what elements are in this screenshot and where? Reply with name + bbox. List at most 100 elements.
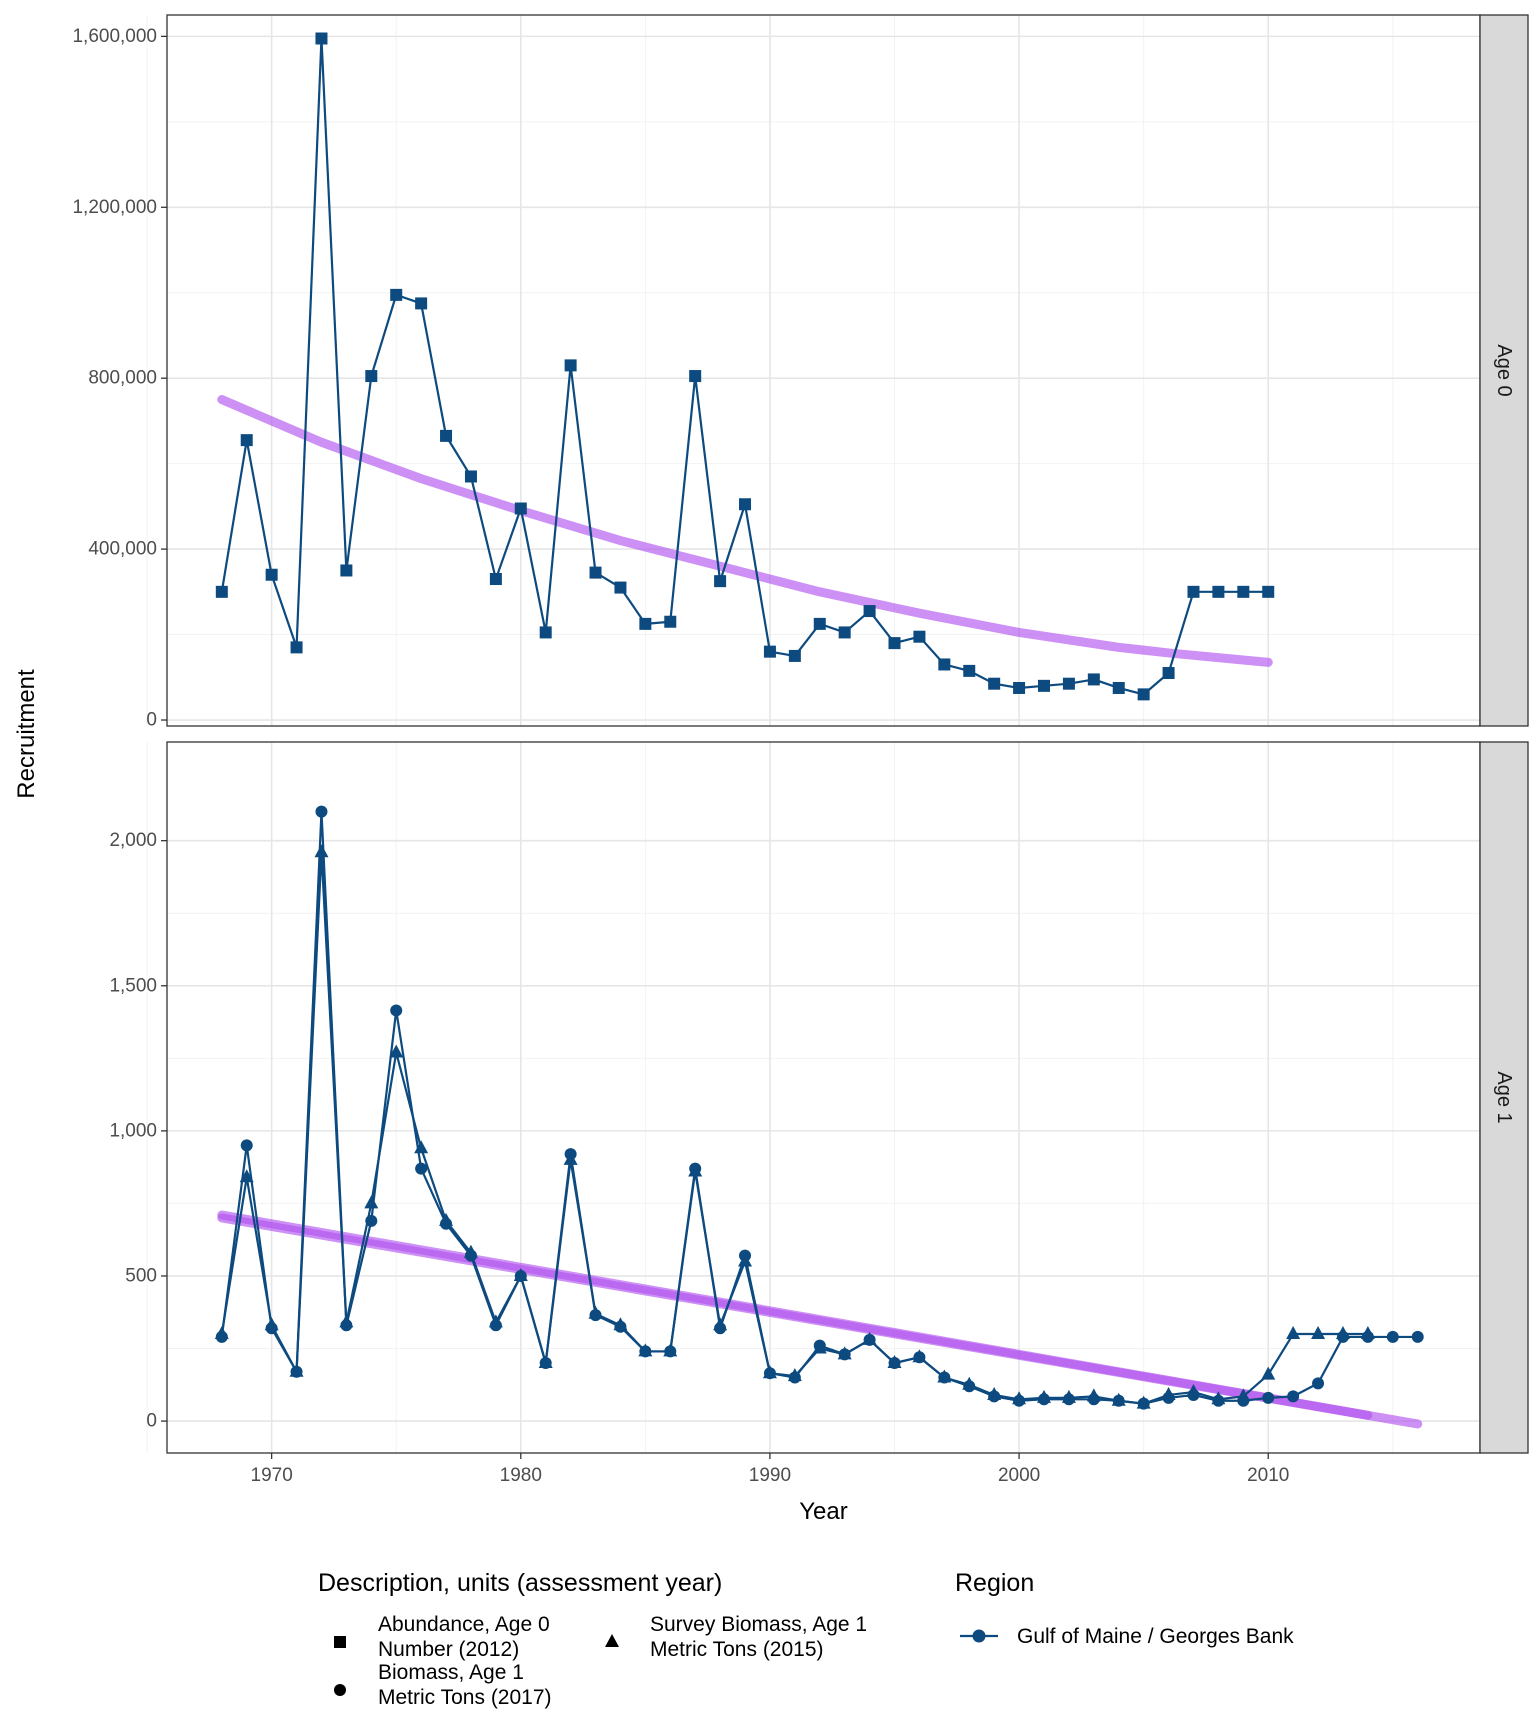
- data-point-square: [315, 32, 328, 45]
- data-point-circle: [1287, 1390, 1300, 1403]
- data-point-square: [390, 288, 403, 301]
- y-tick-label: 500: [125, 1265, 157, 1286]
- data-point-circle: [1262, 1391, 1275, 1404]
- data-point-square: [240, 434, 253, 447]
- data-point-square: [1062, 677, 1075, 690]
- data-point-triangle: [1036, 1389, 1051, 1403]
- legend-item-label-line2: Metric Tons (2017): [378, 1686, 552, 1709]
- data-point-square: [1187, 585, 1200, 598]
- data-point-square: [1262, 585, 1275, 598]
- legend-item-label-line1: Survey Biomass, Age 1: [650, 1613, 867, 1636]
- data-point-triangle: [638, 1343, 653, 1357]
- legend-item-label-line1: Biomass, Age 1: [378, 1661, 524, 1684]
- data-point-triangle: [688, 1163, 703, 1177]
- x-axis-title: Year: [799, 1498, 848, 1525]
- data-point-triangle: [862, 1331, 877, 1345]
- data-point-triangle: [1061, 1389, 1076, 1403]
- data-point-square: [813, 617, 826, 630]
- data-point-triangle: [1012, 1391, 1027, 1405]
- data-point-triangle: [1236, 1388, 1251, 1402]
- data-point-triangle: [414, 1140, 429, 1154]
- data-point-triangle: [1360, 1326, 1375, 1340]
- data-point-square: [913, 630, 926, 643]
- data-point-triangle: [563, 1151, 578, 1165]
- data-point-triangle: [1261, 1366, 1276, 1380]
- data-point-square: [963, 664, 976, 677]
- data-point-triangle: [1136, 1395, 1151, 1409]
- data-point-square: [415, 297, 428, 310]
- data-point-triangle: [463, 1244, 478, 1258]
- data-point-triangle: [962, 1376, 977, 1390]
- data-point-triangle: [439, 1212, 454, 1226]
- data-point-square: [639, 617, 652, 630]
- facet-strip: [1479, 14, 1529, 727]
- data-point-triangle: [214, 1326, 229, 1340]
- data-point-square: [838, 626, 851, 639]
- data-point-triangle: [937, 1369, 952, 1383]
- data-point-square: [739, 498, 752, 511]
- data-point-circle: [415, 1162, 428, 1175]
- data-point-square: [664, 615, 677, 628]
- data-point-square: [514, 502, 527, 515]
- data-point-triangle: [513, 1267, 528, 1281]
- legend-title-description: Description, units (assessment year): [318, 1569, 722, 1597]
- facet-strip-label: Age 1: [1493, 1071, 1515, 1123]
- data-point-triangle: [289, 1363, 304, 1377]
- data-point-square: [1013, 681, 1026, 694]
- facet-strip: [1479, 741, 1529, 1454]
- region-key-icon: [972, 1629, 986, 1643]
- y-tick-label: 800,000: [88, 368, 157, 389]
- y-tick-label: 1,600,000: [72, 26, 157, 47]
- panel-age-0: Age 0 0 400,000 800,000 1,200,000 1,600,000: [72, 14, 1529, 731]
- data-point-square: [1112, 681, 1125, 694]
- square-key-icon: [334, 1636, 346, 1648]
- data-point-triangle: [787, 1368, 802, 1382]
- data-point-square: [788, 649, 801, 662]
- y-tick-label: 2,000: [109, 830, 157, 851]
- data-point-triangle: [314, 844, 329, 858]
- data-point-square: [464, 470, 477, 483]
- y-tick-label: 400,000: [88, 539, 157, 560]
- y-tick-label: 1,000: [109, 1120, 157, 1141]
- legend-region-label: Gulf of Maine / Georges Bank: [1017, 1625, 1294, 1648]
- data-point-square: [365, 370, 378, 383]
- data-point-triangle: [837, 1346, 852, 1360]
- legend-title-region: Region: [955, 1569, 1034, 1597]
- x-tick-label: 2000: [998, 1465, 1040, 1486]
- data-point-square: [1162, 667, 1175, 680]
- data-point-triangle: [588, 1305, 603, 1319]
- data-point-square: [564, 359, 577, 372]
- data-point-square: [863, 605, 876, 618]
- data-point-circle: [315, 805, 328, 818]
- panel-age-1: Age 1 0 500 1,000 1,500 2,000: [109, 741, 1529, 1454]
- data-point-triangle: [887, 1355, 902, 1369]
- x-tick-label: 1990: [749, 1465, 791, 1486]
- data-point-square: [489, 573, 502, 586]
- data-point-square: [215, 585, 228, 598]
- data-point-triangle: [1335, 1326, 1350, 1340]
- data-point-square: [888, 637, 901, 650]
- data-point-triangle: [1211, 1391, 1226, 1405]
- legend-item-label-line1: Abundance, Age 0: [378, 1613, 550, 1636]
- data-point-triangle: [339, 1314, 354, 1328]
- data-point-square: [714, 575, 727, 588]
- data-point-square: [1087, 673, 1100, 686]
- data-point-triangle: [1161, 1386, 1176, 1400]
- panel-background: [167, 15, 1480, 726]
- data-point-triangle: [738, 1253, 753, 1267]
- data-point-triangle: [1286, 1326, 1301, 1340]
- data-point-circle: [390, 1004, 403, 1017]
- triangle-key-icon: [605, 1634, 619, 1647]
- data-point-square: [340, 564, 353, 577]
- data-point-triangle: [1111, 1392, 1126, 1406]
- data-point-triangle: [912, 1349, 927, 1363]
- y-axis-title: Recruitment: [13, 669, 40, 799]
- data-point-triangle: [364, 1195, 379, 1209]
- data-point-square: [440, 429, 453, 442]
- trend-line: [217, 395, 1273, 667]
